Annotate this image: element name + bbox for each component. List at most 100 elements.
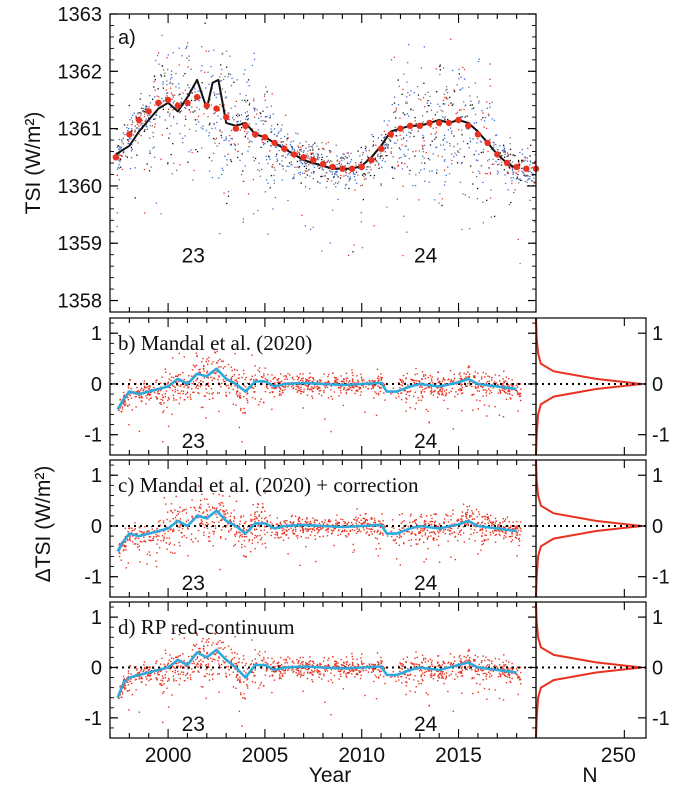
panel-a-series-point — [126, 131, 133, 138]
panel-d-scatter — [110, 631, 536, 727]
panel-a-series-point — [242, 122, 249, 129]
panel-a-series-point — [261, 134, 269, 141]
panel-a-series-point — [310, 156, 317, 164]
panel-a-series-point — [290, 151, 298, 158]
panel-a-series-point — [193, 93, 201, 101]
panel-a-series-point — [397, 125, 404, 132]
panel-a-series-point — [281, 145, 288, 152]
panel-a-series-point — [319, 160, 327, 168]
scatter-layer — [110, 22, 536, 727]
y-tick-label: 1358 — [58, 291, 103, 313]
panel-a-series-point — [213, 105, 220, 112]
panel-a-series-point — [348, 165, 356, 172]
hist-y-tick-label: 0 — [652, 657, 663, 679]
panel-b-hist-frame — [535, 317, 647, 456]
panel-a-series-point — [174, 102, 181, 109]
panel-b-scatter — [110, 350, 536, 443]
panel-d-series-line — [116, 648, 517, 699]
panel-a-series-point — [223, 114, 230, 121]
axes-layer — [109, 13, 647, 739]
x-tick-label: 2000 — [145, 744, 192, 767]
panel-c-label: c) Mandal et al. (2020) + correction — [118, 473, 419, 497]
panel-a-series-point — [368, 156, 375, 164]
panel-a-series-point — [155, 99, 162, 107]
panel-c-scatter — [110, 485, 536, 571]
hist-y-tick-label: 1 — [652, 607, 663, 629]
hist-y-tick-label: 1 — [652, 323, 663, 345]
panel-a-series-point — [484, 139, 491, 147]
panel-a-series-point — [406, 122, 414, 129]
panel-a-series-point — [387, 131, 394, 138]
panel-a-series-point — [112, 154, 120, 161]
panel-d-label: d) RP red-continuum — [118, 615, 295, 639]
panel-a-series-point — [523, 165, 530, 172]
panel-a-series-point — [145, 108, 152, 115]
hist-y-tick-label: 0 — [652, 516, 663, 538]
histogram-x-axis-label: N — [582, 764, 597, 787]
shared-y-axis-label: ΔTSI (W/m²) — [32, 466, 55, 583]
y-tick-label: 1 — [91, 323, 102, 345]
panel-c-hist-frame — [535, 459, 647, 598]
panel-a-series-point — [232, 125, 240, 132]
panel-b-series-line — [116, 367, 517, 410]
y-tick-label: 1362 — [58, 61, 103, 83]
hist-y-tick-label: -1 — [652, 567, 670, 589]
hist-y-tick-label: -1 — [652, 708, 670, 730]
panel-a-series-point — [329, 163, 336, 171]
series-lines-layer — [112, 78, 643, 739]
panel-a-series-point — [455, 116, 462, 124]
panel-a-series-point — [300, 154, 307, 161]
panel-a-series-point — [494, 151, 501, 158]
x-tick-label: 2015 — [435, 744, 482, 767]
y-tick-label: 1363 — [58, 4, 103, 26]
panel-c-series-line — [116, 509, 517, 552]
hist-x-tick-label: 250 — [601, 744, 636, 767]
text-layer: 1358 1359 1360 1361 1362 1363 a) 23 24 TSI (W/m²)… — [22, 4, 670, 767]
panel-a-series-point — [184, 99, 191, 107]
y-tick-label: -1 — [84, 567, 102, 589]
panel-b-label: b) Mandal et al. (2020) — [118, 331, 312, 355]
y-tick-label: 1359 — [58, 233, 103, 255]
panel-a-series-point — [426, 119, 433, 127]
cycle-label: 24 — [414, 430, 438, 453]
y-tick-label: 1361 — [58, 119, 103, 141]
panel-a-series-point — [203, 102, 210, 109]
panel-a-y-axis-label: TSI (W/m²) — [22, 112, 45, 215]
panel-a-series-point — [271, 139, 278, 147]
panel-a-scatter — [116, 22, 536, 265]
cycle-label: 24 — [414, 245, 438, 268]
x-tick-label: 2010 — [338, 744, 385, 767]
cycle-label: 23 — [182, 430, 205, 453]
hist-y-tick-label: -1 — [652, 425, 670, 447]
panel-a-series-point — [358, 163, 365, 171]
y-tick-label: -1 — [84, 708, 102, 730]
panel-c-histogram — [535, 459, 643, 598]
cycle-label: 24 — [414, 572, 438, 595]
x-tick-label: 2005 — [242, 744, 289, 767]
y-tick-label: 1 — [91, 465, 102, 487]
cycle-label: 23 — [182, 245, 205, 268]
cycle-label: 23 — [182, 713, 205, 736]
y-tick-label: 0 — [91, 657, 102, 679]
y-tick-label: 1360 — [58, 176, 103, 198]
panel-a-series-point — [164, 96, 172, 104]
y-tick-label: -1 — [84, 425, 102, 447]
panel-a-series-point — [513, 163, 520, 171]
panel-b-histogram — [535, 317, 643, 456]
panel-a-series-point — [474, 131, 482, 138]
panel-a-series-point — [339, 165, 346, 172]
panel-d-hist-frame — [535, 601, 647, 739]
panel-a-series-point — [252, 131, 259, 138]
panel-d-histogram — [535, 601, 643, 739]
panel-a-label: a) — [118, 27, 136, 49]
x-axis-label: Year — [309, 764, 351, 787]
panel-a-series-point — [445, 119, 453, 127]
cycle-label: 23 — [182, 572, 205, 595]
hist-y-tick-label: 1 — [652, 465, 663, 487]
panel-a-series-point — [377, 145, 385, 152]
panel-a-series-point — [465, 122, 472, 129]
cycle-label: 24 — [414, 713, 438, 736]
panel-a-series-point — [503, 159, 511, 167]
y-tick-label: 1 — [91, 607, 102, 629]
